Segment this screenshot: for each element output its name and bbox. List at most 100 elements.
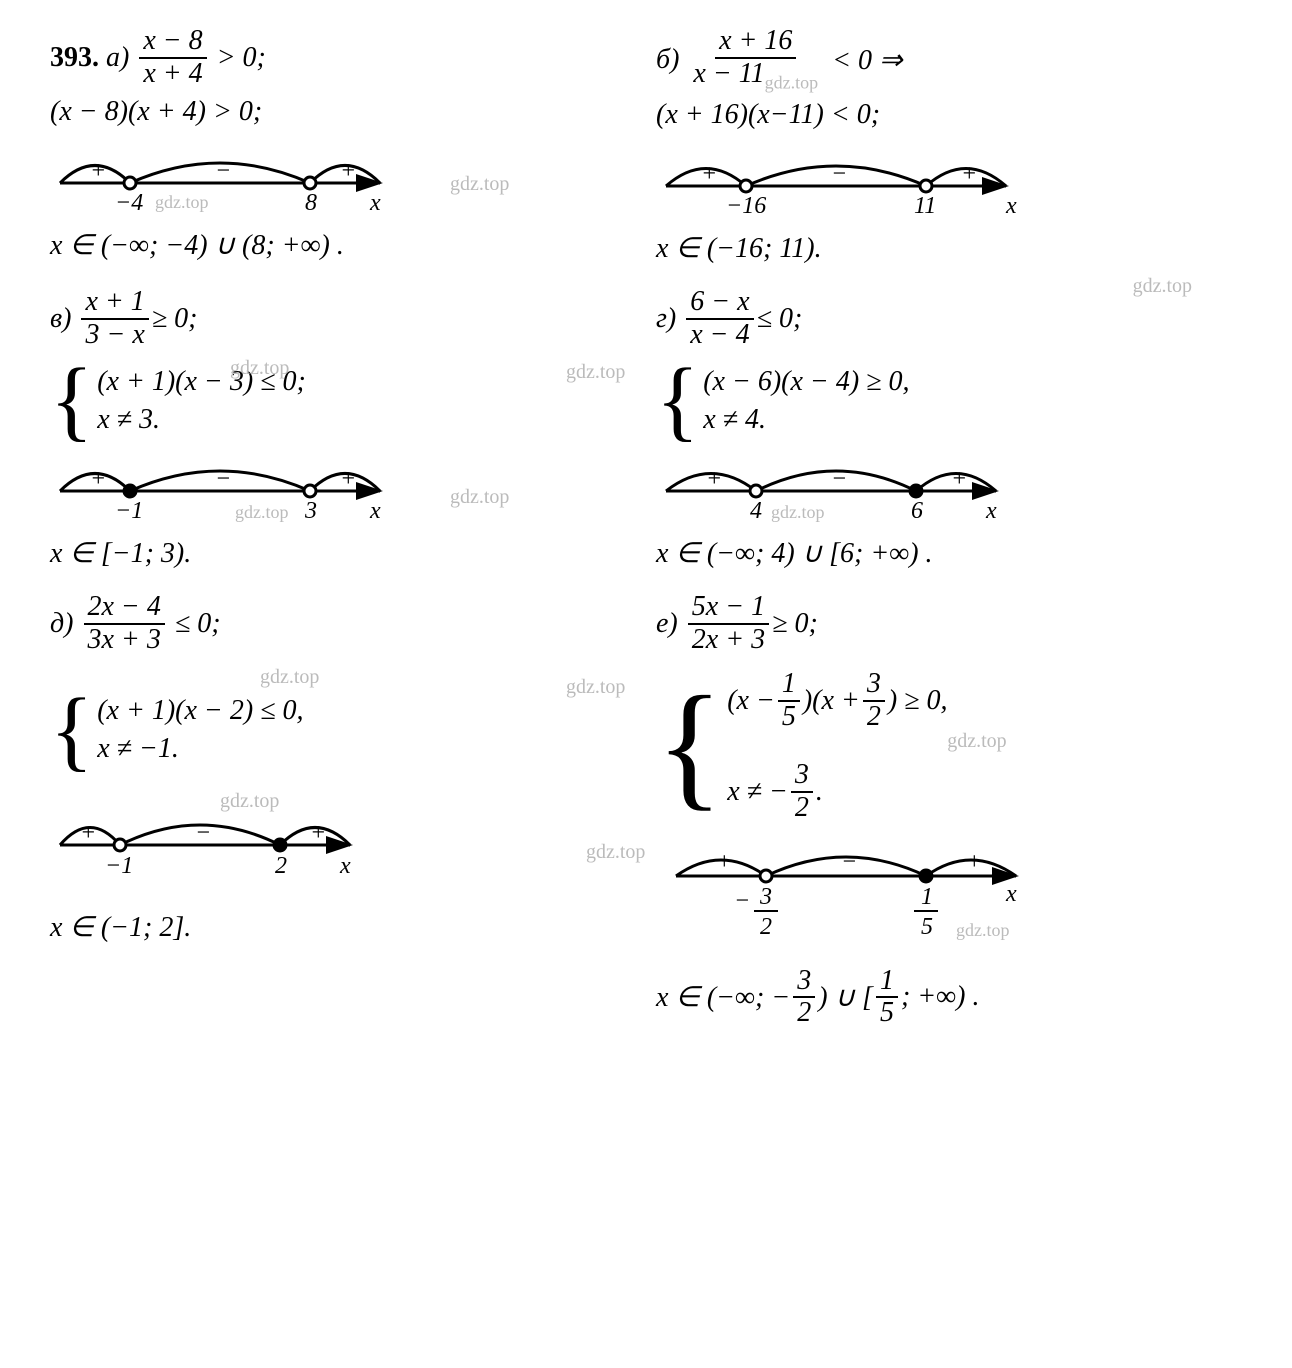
svg-text:+: +	[310, 820, 326, 846]
v-case2: x ≠ 3.	[97, 404, 306, 436]
g-num: 6 − x	[686, 287, 753, 320]
svg-text:+: +	[706, 466, 722, 492]
svg-text:11: 11	[914, 193, 936, 219]
watermark: gdz.top	[566, 361, 625, 384]
d-case1: (x + 1)(x − 2) ≤ 0,	[97, 695, 303, 727]
d-num: 2x − 4	[84, 592, 165, 625]
problem-v: в) x + 1 3 − x ≥ 0; gdz.top { (x + 1)(x …	[40, 281, 646, 576]
watermark: gdz.top	[220, 790, 279, 813]
svg-text:x: x	[339, 853, 351, 879]
e-case1: (x − 15 )(x + 32 ) ≥ 0,	[727, 669, 947, 733]
svg-text:x: x	[1005, 881, 1017, 907]
watermark: gdz.top	[450, 486, 509, 509]
d-chart: gdz.top + − + −1 2 x	[50, 795, 636, 880]
a-den: x + 4	[139, 59, 206, 90]
v-den: 3 − x	[81, 320, 148, 351]
a-factored: (x − 8)(x + 4) > 0;	[50, 96, 636, 128]
watermark: gdz.top	[260, 666, 319, 689]
watermark: gdz.top	[230, 357, 289, 380]
b-den: x − 11gdz.top	[689, 59, 822, 93]
problem-g-inequality: г) 6 − x x − 4 ≤ 0;	[656, 287, 1242, 351]
a-chart: + − + −4 8 x gdz.top gdz.top	[50, 138, 636, 218]
v-cases: { (x + 1)(x − 3) ≤ 0; x ≠ 3.	[50, 366, 636, 436]
v-num: x + 1	[81, 287, 148, 320]
label-b: б)	[656, 44, 679, 76]
g-chart: + − + 4 6 x gdz.top	[656, 446, 1242, 526]
svg-text:+: +	[961, 161, 977, 187]
svg-text:+: +	[90, 158, 106, 184]
svg-text:−: −	[215, 466, 231, 492]
problem-a-inequality: 393. а) x − 8 x + 4 > 0;	[50, 26, 636, 90]
problem-d: д) 2x − 4 3x + 3 ≤ 0; gdz.top { (x + 1)(…	[40, 586, 646, 1035]
svg-text:3: 3	[759, 884, 772, 910]
v-answer: x ∈ [−1; 3).	[50, 536, 636, 570]
watermark: gdz.top	[450, 173, 509, 196]
svg-text:gdz.top: gdz.top	[155, 192, 209, 212]
g-answer: x ∈ (−∞; 4) ∪ [6; +∞) .	[656, 536, 1242, 570]
svg-text:−: −	[195, 820, 211, 846]
label-d: д)	[50, 608, 74, 640]
watermark: gdz.top	[566, 676, 625, 699]
problem-e: е) 5x − 1 2x + 3 ≥ 0; gdz.top { (x − 15 …	[646, 586, 1252, 1035]
problem-e-inequality: е) 5x − 1 2x + 3 ≥ 0;	[656, 592, 1242, 656]
svg-text:gdz.top: gdz.top	[956, 920, 1010, 940]
v-chart: + − + −1 3 x gdz.top gdz.top	[50, 446, 636, 526]
label-v: в)	[50, 303, 71, 335]
problem-a: 393. а) x − 8 x + 4 > 0; (x − 8)(x + 4) …	[40, 20, 646, 271]
e-num: 5x − 1	[688, 592, 769, 625]
svg-text:gdz.top: gdz.top	[235, 502, 289, 522]
d-answer: x ∈ (−1; 2].	[50, 910, 636, 944]
b-num: x + 16	[715, 26, 796, 59]
b-chart: + − + −16 11 x	[656, 141, 1242, 221]
e-rel: ≥ 0;	[772, 608, 818, 640]
svg-text:x: x	[369, 498, 381, 524]
d-rel: ≤ 0;	[175, 608, 221, 640]
svg-text:−: −	[831, 161, 847, 187]
e-case2: x ≠ − 32 .	[727, 760, 947, 824]
svg-text:+: +	[340, 158, 356, 184]
b-factored: (x + 16)(x−11) < 0;	[656, 99, 1242, 131]
v-rel: ≥ 0;	[152, 303, 198, 335]
svg-text:−: −	[831, 466, 847, 492]
e-cases: { (x − 15 )(x + 32 ) ≥ 0, gdz.top x ≠ − …	[656, 667, 1242, 825]
svg-text:−: −	[215, 158, 231, 184]
svg-text:1: 1	[921, 884, 933, 910]
b-answer: x ∈ (−16; 11).	[656, 231, 1242, 265]
svg-text:6: 6	[911, 498, 923, 524]
svg-text:+: +	[716, 849, 732, 875]
svg-text:+: +	[701, 161, 717, 187]
exercise-number: 393.	[50, 42, 99, 74]
e-answer: x ∈ (−∞; − 32 ) ∪ [ 15 ; +∞) .	[656, 966, 1242, 1030]
problem-b: б) x + 16 x − 11gdz.top < 0 ⇒ (x + 16)(x…	[646, 20, 1252, 271]
a-rel: > 0;	[217, 42, 266, 74]
svg-text:−4: −4	[115, 190, 143, 216]
g-case1: (x − 6)(x − 4) ≥ 0,	[703, 366, 909, 398]
label-e: е)	[656, 608, 678, 640]
problem-v-inequality: в) x + 1 3 − x ≥ 0;	[50, 287, 636, 351]
svg-text:+: +	[90, 466, 106, 492]
watermark: gdz.top	[947, 730, 1167, 753]
svg-text:4: 4	[750, 498, 762, 524]
svg-text:−1: −1	[105, 853, 133, 879]
svg-text:−1: −1	[115, 498, 143, 524]
a-num: x − 8	[139, 26, 206, 59]
svg-text:−: −	[734, 888, 750, 914]
svg-text:8: 8	[305, 190, 317, 216]
g-den: x − 4	[686, 320, 753, 351]
a-answer: x ∈ (−∞; −4) ∪ (8; +∞) .	[50, 228, 636, 262]
d-den: 3x + 3	[84, 625, 165, 656]
b-rel: < 0 ⇒	[832, 43, 902, 77]
svg-text:+: +	[340, 466, 356, 492]
problem-g: г) 6 − x x − 4 ≤ 0; gdz.top { (x − 6)(x …	[646, 281, 1252, 576]
d-cases: { (x + 1)(x − 2) ≤ 0, x ≠ −1.	[50, 695, 636, 765]
e-chart: gdz.top + − + x − 3 2 1 5	[656, 836, 1242, 956]
svg-text:gdz.top: gdz.top	[771, 502, 825, 522]
g-rel: ≤ 0;	[757, 303, 803, 335]
label-a: а)	[106, 42, 129, 74]
svg-text:+: +	[951, 466, 967, 492]
svg-text:2: 2	[760, 914, 772, 940]
d-case2: x ≠ −1.	[97, 733, 303, 765]
watermark: gdz.top	[586, 841, 645, 864]
problem-d-inequality: д) 2x − 4 3x + 3 ≤ 0;	[50, 592, 636, 656]
svg-text:5: 5	[921, 914, 933, 940]
